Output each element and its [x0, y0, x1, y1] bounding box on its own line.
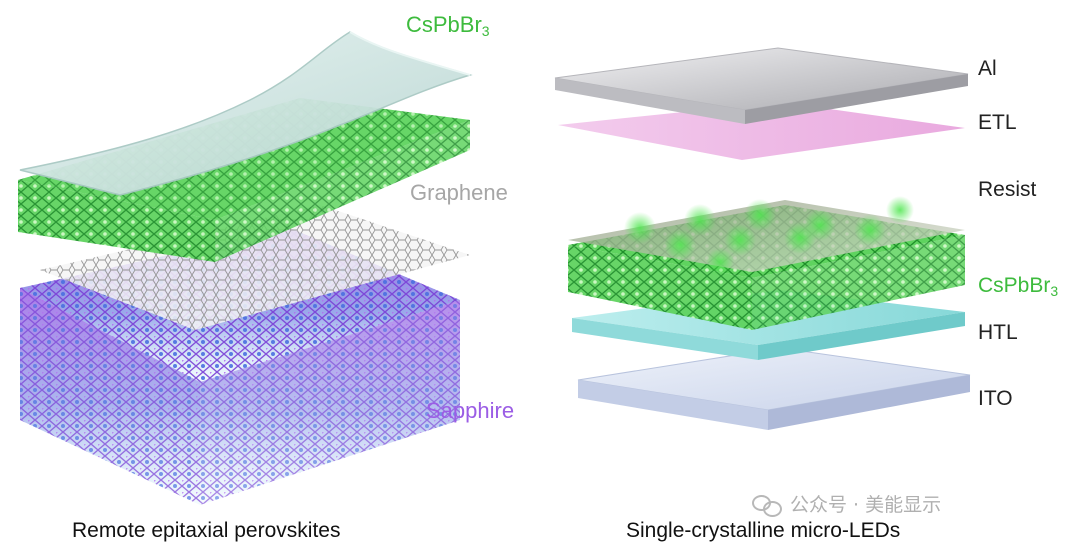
label-cspbbr-right-text: CsPbBr — [978, 274, 1051, 297]
label-al-text: Al — [978, 57, 997, 80]
watermark: 公众号 · 美能显示 — [752, 490, 941, 517]
label-resist: Resist — [978, 179, 1036, 200]
graphene-sheet — [40, 205, 470, 330]
label-sapphire: Sapphire — [426, 400, 514, 422]
label-graphene-text: Graphene — [410, 180, 508, 205]
label-al: Al — [978, 58, 997, 79]
label-cspbbr-left-text: CsPbBr — [406, 12, 482, 37]
caption-left: Remote epitaxial perovskites — [72, 519, 341, 542]
label-sapphire-text: Sapphire — [426, 398, 515, 423]
watermark-text: 公众号 · 美能显示 — [790, 494, 942, 516]
caption-right: Single-crystalline micro-LEDs — [626, 519, 901, 542]
label-htl: HTL — [978, 322, 1018, 343]
label-etl-text: ETL — [978, 111, 1017, 134]
wechat-icon — [752, 493, 782, 517]
label-cspbbr-left-sub: 3 — [481, 23, 490, 39]
layer-al — [554, 47, 969, 124]
label-ito-text: ITO — [978, 387, 1013, 410]
label-htl-text: HTL — [978, 321, 1018, 344]
label-cspbbr-left: CsPbBr3 — [406, 12, 490, 39]
label-cspbbr-right-sub: 3 — [1050, 283, 1059, 299]
label-ito: ITO — [978, 388, 1013, 409]
label-graphene: Graphene — [410, 182, 508, 204]
layer-ito — [577, 347, 971, 430]
label-cspbbr-right: CsPbBr3 — [978, 275, 1058, 298]
peeling-film — [19, 31, 473, 196]
label-resist-text: Resist — [978, 178, 1037, 201]
label-etl: ETL — [978, 112, 1017, 133]
layer-resist — [568, 196, 965, 276]
layer-etl — [558, 102, 965, 160]
